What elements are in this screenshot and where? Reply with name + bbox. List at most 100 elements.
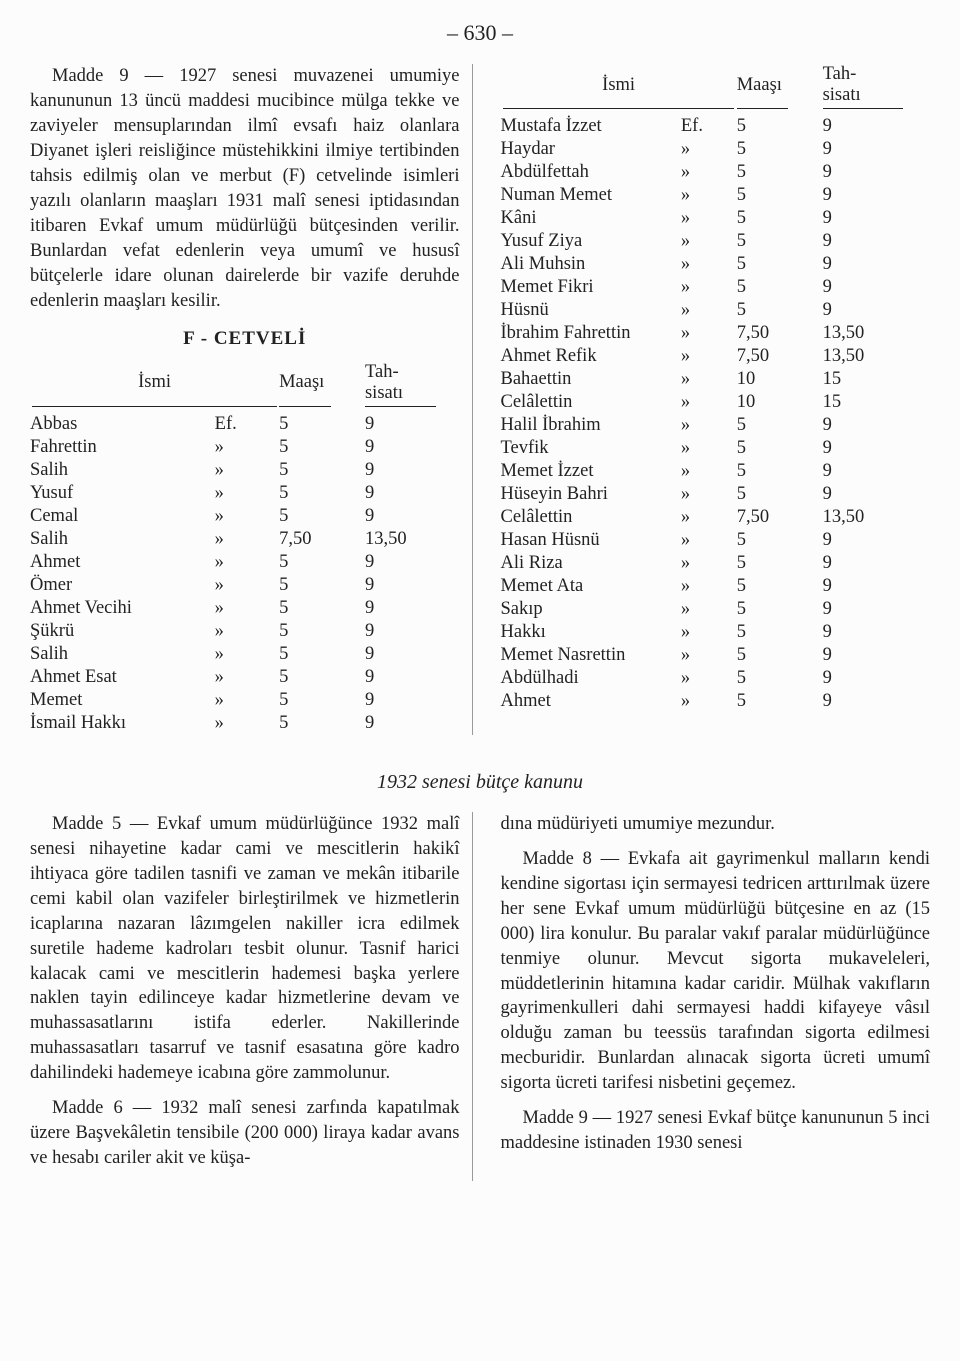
cell-maas: 5 bbox=[737, 667, 823, 690]
table-row: Abdülfettah»59 bbox=[501, 161, 931, 184]
col-header-isim: İsmi bbox=[501, 64, 737, 108]
cell-ef: » bbox=[681, 207, 737, 230]
cell-ef: » bbox=[681, 690, 737, 713]
cell-name: Celâlettin bbox=[501, 391, 681, 414]
cell-maas: 5 bbox=[279, 505, 365, 528]
cell-maas: 5 bbox=[737, 644, 823, 667]
upper-right-column: İsmi Maaşı Tah- sisatı Mustafa İzzetEf.5… bbox=[493, 64, 931, 735]
cell-ef: » bbox=[681, 368, 737, 391]
cell-maas: 5 bbox=[737, 276, 823, 299]
cell-name: Abbas bbox=[30, 413, 215, 436]
f-cetveli-heading: F - CETVELİ bbox=[30, 328, 460, 350]
cell-name: Hüseyin Bahri bbox=[501, 483, 681, 506]
cell-name: Ahmet Vecihi bbox=[30, 597, 215, 620]
cell-name: Memet bbox=[30, 689, 215, 712]
cell-ef: » bbox=[215, 459, 279, 482]
madde5-paragraph: Madde 5 — Evkaf umum müdürlüğünce 1932 m… bbox=[30, 812, 460, 1087]
table-row: Ali Muhsin»59 bbox=[501, 253, 931, 276]
madde9-lower-paragraph: Madde 9 — 1927 senesi Evkaf bütçe kanunu… bbox=[501, 1106, 931, 1156]
cell-tahsisati: 9 bbox=[365, 620, 460, 643]
cell-tahsisati: 9 bbox=[365, 505, 460, 528]
cell-name: Ahmet Esat bbox=[30, 666, 215, 689]
page-number: – 630 – bbox=[30, 20, 930, 46]
cell-tahsisati: 9 bbox=[365, 482, 460, 505]
cell-ef: » bbox=[681, 552, 737, 575]
cell-tahsisati: 9 bbox=[365, 459, 460, 482]
cell-ef: » bbox=[681, 667, 737, 690]
table-row: Memet»59 bbox=[30, 689, 460, 712]
table-row: Numan Memet»59 bbox=[501, 184, 931, 207]
table-row: Ahmet»59 bbox=[501, 690, 931, 713]
cell-tahsisati: 9 bbox=[823, 161, 930, 184]
cell-name: Yusuf Ziya bbox=[501, 230, 681, 253]
f-cetveli-right-table: İsmi Maaşı Tah- sisatı Mustafa İzzetEf.5… bbox=[501, 64, 931, 713]
cell-tahsisati: 13,50 bbox=[823, 345, 930, 368]
table-row: AbbasEf.59 bbox=[30, 413, 460, 436]
cell-maas: 5 bbox=[279, 643, 365, 666]
cell-name: Memet Fikri bbox=[501, 276, 681, 299]
cell-maas: 5 bbox=[279, 666, 365, 689]
cell-name: Ali Muhsin bbox=[501, 253, 681, 276]
cell-tahsisati: 13,50 bbox=[823, 506, 930, 529]
cell-ef: » bbox=[681, 644, 737, 667]
cell-ef: » bbox=[681, 184, 737, 207]
col-header-isim: İsmi bbox=[30, 362, 279, 406]
cell-maas: 5 bbox=[737, 115, 823, 138]
table-row: İbrahim Fahrettin»7,5013,50 bbox=[501, 322, 931, 345]
cell-tahsisati: 13,50 bbox=[823, 322, 930, 345]
cell-name: Sakıp bbox=[501, 598, 681, 621]
cell-tahsisati: 9 bbox=[365, 666, 460, 689]
table-row: Memet Ata»59 bbox=[501, 575, 931, 598]
table-row: Hasan Hüsnü»59 bbox=[501, 529, 931, 552]
cell-name: Salih bbox=[30, 528, 215, 551]
lower-columns: Madde 5 — Evkaf umum müdürlüğünce 1932 m… bbox=[30, 812, 930, 1182]
table-row: Salih»59 bbox=[30, 643, 460, 666]
cell-ef: » bbox=[681, 276, 737, 299]
cell-ef: » bbox=[681, 460, 737, 483]
table-row: Yusuf Ziya»59 bbox=[501, 230, 931, 253]
cell-ef: » bbox=[215, 436, 279, 459]
cell-tahsisati: 9 bbox=[365, 689, 460, 712]
cell-name: Hasan Hüsnü bbox=[501, 529, 681, 552]
cell-maas: 10 bbox=[737, 368, 823, 391]
col-header-tahsisati: Tah- sisatı bbox=[823, 64, 930, 108]
cell-tahsisati: 9 bbox=[823, 598, 930, 621]
cell-name: Salih bbox=[30, 643, 215, 666]
cell-tahsisati: 15 bbox=[823, 391, 930, 414]
table-row: Celâlettin»1015 bbox=[501, 391, 931, 414]
cell-tahsisati: 9 bbox=[365, 436, 460, 459]
cell-maas: 5 bbox=[279, 689, 365, 712]
cell-tahsisati: 9 bbox=[823, 276, 930, 299]
cell-name: Mustafa İzzet bbox=[501, 115, 681, 138]
cell-tahsisati: 9 bbox=[823, 552, 930, 575]
cell-ef: » bbox=[681, 483, 737, 506]
cell-name: Bahaettin bbox=[501, 368, 681, 391]
cell-tahsisati: 9 bbox=[823, 690, 930, 713]
cell-maas: 5 bbox=[737, 460, 823, 483]
cell-tahsisati: 9 bbox=[365, 712, 460, 735]
cell-maas: 5 bbox=[279, 712, 365, 735]
cell-name: Memet Ata bbox=[501, 575, 681, 598]
lower-right-column: dına müdüriyeti umumiye mezundur. Madde … bbox=[493, 812, 931, 1182]
table-row: Hakkı»59 bbox=[501, 621, 931, 644]
cell-name: İsmail Hakkı bbox=[30, 712, 215, 735]
cell-tahsisati: 9 bbox=[365, 597, 460, 620]
table-row: Ahmet Vecihi»59 bbox=[30, 597, 460, 620]
cell-maas: 5 bbox=[279, 413, 365, 436]
cell-ef: » bbox=[215, 551, 279, 574]
cell-ef: » bbox=[215, 666, 279, 689]
cell-tahsisati: 9 bbox=[823, 644, 930, 667]
cell-maas: 7,50 bbox=[279, 528, 365, 551]
lower-left-column: Madde 5 — Evkaf umum müdürlüğünce 1932 m… bbox=[30, 812, 473, 1182]
cell-maas: 5 bbox=[737, 207, 823, 230]
cell-name: Celâlettin bbox=[501, 506, 681, 529]
table-row: Yusuf»59 bbox=[30, 482, 460, 505]
cell-name: Hakkı bbox=[501, 621, 681, 644]
cell-name: Hüsnü bbox=[501, 299, 681, 322]
table-row: Halil İbrahim»59 bbox=[501, 414, 931, 437]
cell-ef: » bbox=[681, 506, 737, 529]
cell-name: Haydar bbox=[501, 138, 681, 161]
cell-name: Ahmet bbox=[501, 690, 681, 713]
upper-left-column: Madde 9 — 1927 senesi muvazenei umumiye … bbox=[30, 64, 473, 735]
cell-maas: 5 bbox=[279, 620, 365, 643]
